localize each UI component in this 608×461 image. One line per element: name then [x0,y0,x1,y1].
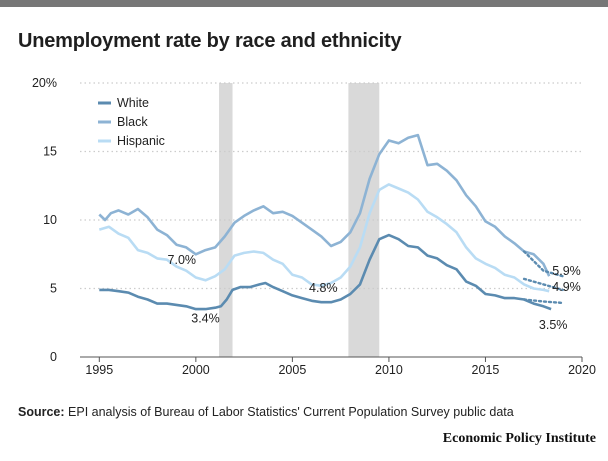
legend-label-white: White [117,96,149,110]
source-note: Source: EPI analysis of Bureau of Labor … [18,405,514,419]
data-label-hispanic: 4.9% [552,280,581,294]
top-bar [0,0,608,7]
series-projection-white [522,298,564,305]
x-axis: 1995 2000 2005 2010 2015 2020 [80,356,596,377]
data-label-black: 7.0% [168,253,197,267]
x-tick-label: 2020 [568,363,596,377]
data-label-white: 3.4% [191,311,220,325]
series-projection-black [522,250,564,278]
x-tick-label: 1995 [85,363,113,377]
series-line-white [99,233,552,311]
y-tick-label: 20% [32,76,57,90]
y-tick-label: 15 [43,145,57,159]
data-label-white: 3.5% [539,318,568,332]
x-tick-label: 2000 [182,363,210,377]
chart-title: Unemployment rate by race and ethnicity [18,30,402,52]
legend: White Black Hispanic [98,96,165,148]
data-labels: 3.4% 3.5% 7.0% 5.9% 4.8% 4.9% [168,253,581,332]
series-projection-hispanic [522,277,564,292]
x-tick-label: 2015 [472,363,500,377]
legend-label-black: Black [117,115,148,129]
series-lines [98,133,564,311]
x-tick-label: 2010 [375,363,403,377]
series-line-hispanic [98,183,550,293]
series-line-black [98,133,551,277]
source-label: Source: [18,405,65,419]
y-tick-label: 10 [43,213,57,227]
data-label-hispanic: 4.8% [309,281,338,295]
x-tick-label: 2005 [278,363,306,377]
y-axis: 0 5 10 15 20% [32,76,57,364]
legend-label-hispanic: Hispanic [117,134,165,148]
y-tick-label: 0 [50,350,57,364]
organization-logo-text: Economic Policy Institute [442,431,596,446]
y-tick-label: 5 [50,282,57,296]
recession-band-1 [219,83,233,357]
source-text: EPI analysis of Bureau of Labor Statisti… [68,405,514,419]
data-label-black: 5.9% [552,264,581,278]
